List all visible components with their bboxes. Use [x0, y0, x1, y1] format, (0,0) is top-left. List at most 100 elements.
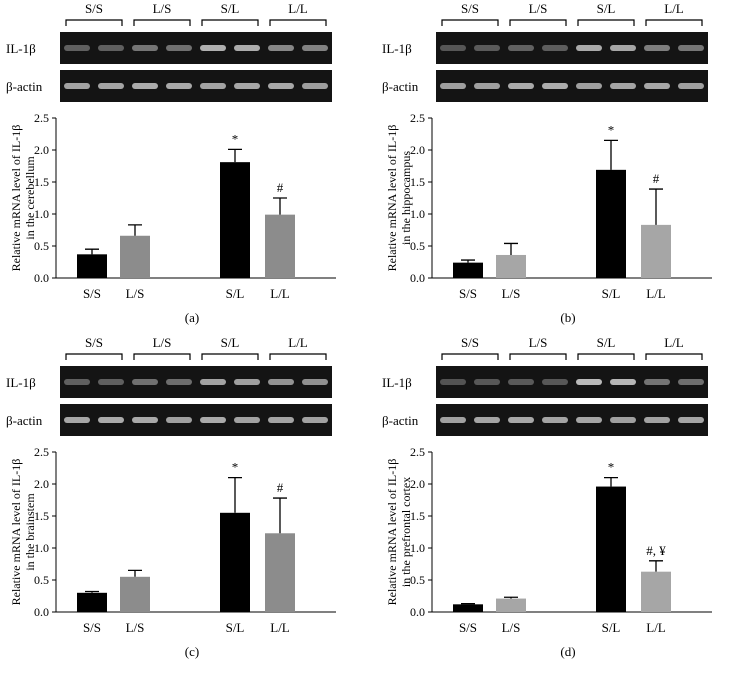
gel-actin	[60, 404, 332, 436]
x-tick-label: S/L	[602, 620, 621, 635]
gel-row-label-control: β-actin	[382, 79, 419, 94]
gel-band	[474, 83, 500, 89]
y-axis-label: in the cerebellum	[23, 156, 37, 240]
error-bar	[649, 560, 663, 572]
gel-band	[508, 379, 534, 385]
group-bracket	[509, 19, 567, 26]
group-label: L/S	[529, 335, 548, 350]
group-label: S/L	[221, 335, 240, 350]
gel-band	[610, 379, 636, 385]
panel-caption: (a)	[185, 310, 199, 325]
x-tick-label: L/S	[502, 286, 521, 301]
error-bar	[604, 139, 618, 170]
error-bar	[604, 476, 618, 487]
group-bracket	[201, 353, 259, 360]
gel-band	[200, 379, 226, 385]
gel-band	[166, 417, 192, 423]
gel-band	[302, 417, 328, 423]
bar-s-s	[77, 254, 107, 278]
y-tick-label: 0.0	[410, 271, 425, 285]
gel-band	[234, 379, 260, 385]
gel-band	[610, 417, 636, 423]
x-tick-label: S/S	[83, 286, 101, 301]
x-tick-label: L/L	[270, 620, 290, 635]
gel-il1b	[436, 32, 708, 64]
group-label: L/L	[288, 335, 308, 350]
group-label: L/S	[529, 1, 548, 16]
panel-svg-a: S/S L/S S/L L/L IL-1β β-actin 0.0 0.5 1.0 1.5 2.0 2…	[6, 1, 336, 325]
significance-mark: #	[653, 171, 660, 186]
gel-band	[64, 45, 90, 51]
gel-band	[678, 83, 704, 89]
panel-svg-d: S/S L/S S/L L/L IL-1β β-actin 0.0 0.5 1.0 1.5 2.0 2…	[382, 335, 712, 659]
error-bar	[85, 248, 99, 255]
gel-band	[302, 379, 328, 385]
bar-l-l	[641, 571, 671, 612]
group-bracket	[509, 353, 567, 360]
gel-band	[440, 83, 466, 89]
x-tick-label: L/L	[646, 286, 666, 301]
significance-mark: *	[232, 131, 239, 146]
gel-actin	[436, 70, 708, 102]
error-bar	[504, 596, 518, 599]
group-label: S/S	[85, 1, 103, 16]
gel-band	[474, 417, 500, 423]
panel-d: S/S L/S S/L L/L IL-1β β-actin 0.0 0.5 1.0 1.5 2.0 2…	[376, 334, 751, 668]
y-tick-label: 1.0	[410, 541, 425, 555]
group-bracket	[133, 353, 191, 360]
gel-band	[474, 379, 500, 385]
gel-il1b	[60, 366, 332, 398]
group-bracket	[133, 19, 191, 26]
y-axis-label: in the prefrontal cortex	[399, 477, 413, 587]
group-label: S/S	[461, 335, 479, 350]
error-bar	[228, 476, 242, 513]
group-label: L/S	[153, 335, 172, 350]
gel-band	[576, 45, 602, 51]
group-label: L/S	[153, 1, 172, 16]
bar-l-l	[641, 224, 671, 278]
gel-band	[166, 45, 192, 51]
group-bracket	[65, 19, 123, 26]
group-bracket	[269, 353, 327, 360]
bar-s-s	[453, 604, 483, 612]
y-axis-label: in the hippocampus	[399, 151, 413, 245]
gel-row-label-target: IL-1β	[6, 41, 36, 56]
group-bracket	[577, 19, 635, 26]
group-bracket	[269, 19, 327, 26]
y-axis-label: Relative mRNA level of IL-1β	[385, 125, 399, 272]
y-tick-label: 1.5	[410, 509, 425, 523]
y-tick-label: 2.5	[410, 111, 425, 125]
gel-band	[302, 45, 328, 51]
panel-caption: (b)	[560, 310, 575, 325]
y-tick-label: 2.5	[34, 111, 49, 125]
bar-l-l	[265, 214, 295, 278]
x-tick-label: L/L	[646, 620, 666, 635]
gel-actin	[60, 70, 332, 102]
error-bar	[273, 197, 287, 215]
significance-mark: #	[277, 180, 284, 195]
y-tick-label: 1.0	[410, 207, 425, 221]
panel-caption: (c)	[185, 644, 199, 659]
error-bar	[128, 224, 142, 236]
x-tick-label: L/S	[502, 620, 521, 635]
gel-row-label-target: IL-1β	[382, 41, 412, 56]
group-label: S/L	[597, 335, 616, 350]
gel-band	[678, 379, 704, 385]
y-tick-label: 0.0	[34, 271, 49, 285]
x-tick-label: S/S	[83, 620, 101, 635]
gel-band	[644, 45, 670, 51]
significance-mark: #, ¥	[646, 543, 666, 558]
significance-mark: *	[608, 122, 615, 137]
error-bar	[228, 148, 242, 163]
x-tick-label: L/S	[126, 620, 145, 635]
group-bracket	[577, 353, 635, 360]
gel-band	[200, 83, 226, 89]
y-tick-label: 1.0	[34, 207, 49, 221]
gel-band	[98, 45, 124, 51]
group-bracket	[201, 19, 259, 26]
gel-band	[64, 379, 90, 385]
gel-row-label-control: β-actin	[6, 413, 43, 428]
gel-band	[234, 45, 260, 51]
bar-l-s	[120, 235, 150, 278]
y-axis-label: Relative mRNA level of IL-1β	[9, 459, 23, 606]
